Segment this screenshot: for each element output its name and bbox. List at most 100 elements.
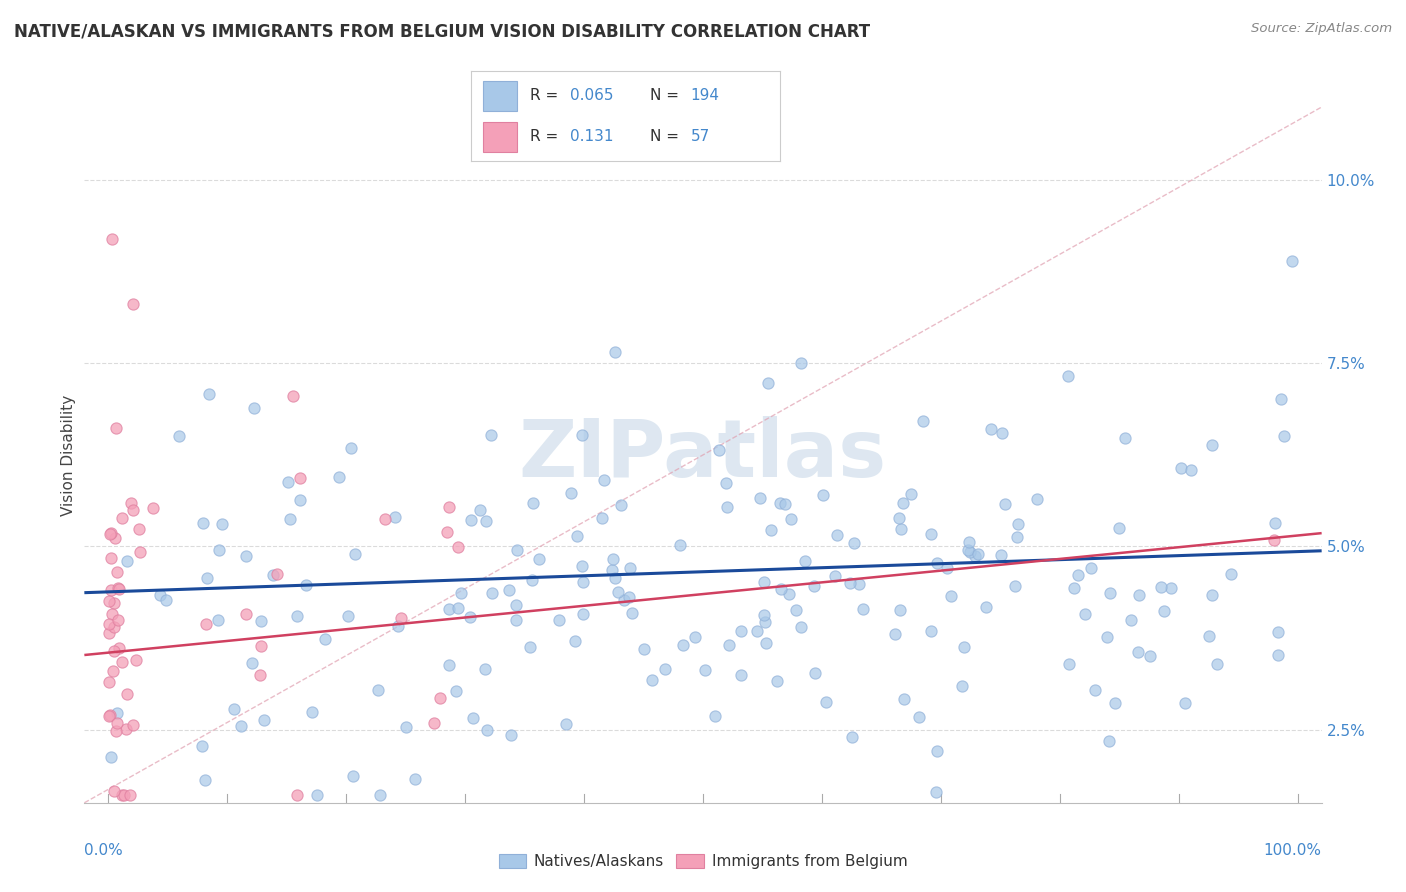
Point [107, 582, 129, 596]
Point [191, 739, 214, 754]
Point [368, 789, 391, 803]
Text: 57: 57 [690, 128, 710, 144]
Point [704, 709, 727, 723]
Point [444, 683, 467, 698]
Point [1160, 581, 1182, 595]
Point [1170, 461, 1192, 475]
Point [852, 602, 875, 616]
Point [591, 511, 613, 525]
Point [211, 517, 233, 532]
Point [841, 730, 863, 744]
Point [911, 413, 934, 427]
Point [505, 598, 527, 612]
Point [207, 613, 229, 627]
Text: Source: ZipAtlas.com: Source: ZipAtlas.com [1251, 22, 1392, 36]
Point [827, 528, 849, 542]
Point [839, 575, 862, 590]
Point [395, 720, 418, 734]
Point [1263, 533, 1285, 547]
Point [479, 428, 502, 442]
Point [103, 644, 125, 658]
Point [519, 640, 541, 655]
Point [621, 606, 644, 620]
Point [891, 496, 914, 510]
Point [745, 624, 768, 639]
Point [571, 428, 593, 442]
Point [121, 502, 143, 516]
Point [117, 554, 139, 568]
Point [194, 772, 217, 787]
Point [98, 527, 121, 541]
Point [285, 609, 308, 624]
Y-axis label: Vision Disability: Vision Disability [60, 394, 76, 516]
Point [404, 772, 426, 786]
Text: 100.0%: 100.0% [1264, 843, 1322, 858]
Point [991, 425, 1014, 440]
Point [1272, 429, 1295, 443]
Point [716, 500, 738, 514]
Point [613, 592, 636, 607]
Point [794, 554, 817, 568]
Point [1057, 369, 1080, 384]
Point [1005, 530, 1028, 544]
Point [1174, 696, 1197, 710]
Point [755, 636, 778, 650]
Point [98, 616, 121, 631]
Point [103, 784, 125, 798]
Point [572, 574, 595, 589]
Point [118, 789, 141, 803]
Point [387, 619, 409, 633]
Point [129, 545, 152, 559]
Point [1205, 657, 1227, 671]
Point [105, 706, 128, 720]
Point [824, 569, 846, 583]
Point [305, 789, 328, 803]
Point [756, 376, 779, 391]
Point [1080, 561, 1102, 575]
Point [342, 769, 364, 783]
Point [520, 573, 543, 587]
Point [122, 717, 145, 731]
Point [730, 624, 752, 639]
Point [439, 500, 461, 515]
Point [1104, 696, 1126, 710]
Point [619, 560, 641, 574]
Point [695, 663, 717, 677]
Point [108, 640, 131, 655]
Point [1128, 645, 1150, 659]
Point [848, 577, 870, 591]
Point [249, 640, 271, 654]
Point [785, 603, 807, 617]
Point [1074, 607, 1097, 622]
Point [889, 511, 911, 525]
Point [603, 344, 626, 359]
Point [1128, 589, 1150, 603]
Point [717, 638, 740, 652]
Point [262, 568, 284, 582]
Point [120, 496, 142, 510]
Point [429, 690, 451, 705]
Point [965, 549, 987, 563]
Point [884, 627, 907, 641]
Point [907, 710, 929, 724]
Point [198, 386, 221, 401]
Point [474, 662, 496, 676]
Point [105, 421, 128, 435]
Point [560, 485, 582, 500]
Point [474, 514, 496, 528]
Point [107, 581, 129, 595]
Point [1153, 603, 1175, 617]
Point [548, 613, 571, 627]
Point [957, 535, 980, 549]
Point [811, 488, 834, 502]
Point [780, 511, 803, 525]
Point [505, 613, 527, 627]
Point [1114, 431, 1136, 445]
Point [714, 476, 737, 491]
Point [602, 552, 624, 566]
Point [1220, 567, 1243, 582]
Point [814, 695, 837, 709]
Point [956, 543, 979, 558]
Point [328, 470, 350, 484]
Point [301, 705, 323, 719]
